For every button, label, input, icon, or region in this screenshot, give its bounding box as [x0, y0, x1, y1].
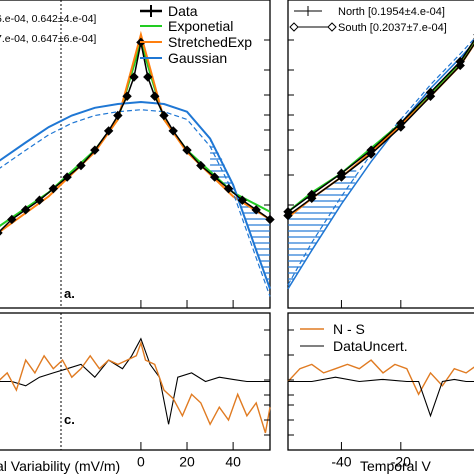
legend-south-label: South [0.2037±7.e-04] — [338, 22, 447, 34]
data-point — [20, 205, 31, 215]
legend-gaussian-label: Gaussian — [168, 50, 227, 66]
data-point — [103, 126, 114, 136]
data-point — [129, 72, 139, 82]
series-line-south — [287, 39, 474, 213]
x-tick-label: 20 — [179, 453, 195, 469]
x-tick-label: 40 — [225, 453, 241, 469]
legend-stretchedexp-label: StretchedExp — [168, 34, 252, 50]
data-point — [0, 230, 3, 236]
data-point — [196, 160, 206, 171]
data-point — [34, 195, 45, 205]
series-line-north — [287, 43, 474, 217]
axis-ticks — [140, 39, 402, 450]
data-point — [209, 172, 220, 182]
panel-c-frame — [0, 312, 271, 451]
data-point — [455, 56, 465, 67]
legend-a: Data Exponetial StretchedExp Gaussian — [140, 3, 252, 66]
data-point — [336, 168, 347, 178]
legend-ns-label: N - S — [333, 321, 365, 337]
data-point — [90, 145, 100, 155]
data-point — [366, 145, 376, 155]
legend-data-label: Data — [168, 3, 198, 19]
legend-south-diamond-right — [327, 22, 337, 32]
data-point — [150, 91, 160, 101]
data-point — [425, 87, 436, 98]
x-tick-label: 0 — [137, 453, 145, 469]
legend-b: North [0.1954±4.e-04] South [0.2037±7.e-… — [289, 6, 447, 34]
panel-c-label: c. — [64, 412, 75, 427]
panel-b-frame — [287, 0, 474, 309]
data-point — [265, 214, 275, 225]
x-tick-label: -20 — [391, 453, 411, 469]
x-tick-labels: 0 20 40 -40 -20 — [137, 453, 411, 469]
legend-south-diamond-left — [289, 22, 299, 32]
series-line-d-0 — [287, 359, 474, 396]
legend-datauncert-label: DataUncert. — [333, 338, 408, 354]
annotation-line-1: 6.e-04, 0.642±4.e-04] — [0, 13, 96, 25]
data-point — [143, 72, 153, 82]
series-line-c-1 — [0, 340, 271, 434]
data-point — [76, 160, 86, 171]
panel-a-label: a. — [64, 286, 75, 301]
data-point — [48, 183, 59, 194]
legend-d: N - S DataUncert. — [300, 321, 408, 354]
series-line-stretchedexp — [0, 30, 271, 233]
series-line-gaussian — [0, 100, 271, 290]
panel-a-frame — [0, 0, 271, 309]
x-axis-label-left: al Variability (mV/m) — [0, 458, 120, 474]
series-line-c-0 — [0, 337, 270, 425]
data-point — [113, 110, 123, 121]
x-tick-label: -40 — [331, 453, 351, 469]
data-point — [182, 145, 192, 155]
data-point — [251, 205, 261, 215]
data-point — [396, 118, 406, 128]
legend-exponetial-label: Exponetial — [168, 18, 233, 34]
data-point — [237, 195, 248, 205]
panel-b-gaussian-line — [287, 41, 474, 290]
data-point — [223, 183, 234, 194]
data-point — [168, 126, 178, 136]
data-point — [283, 207, 293, 217]
data-point — [7, 214, 17, 225]
panel-b-exponential-line — [287, 40, 474, 213]
x-axis-label-right: Temporal V — [360, 458, 431, 474]
legend-north-label: North [0.1954±4.e-04] — [338, 6, 445, 18]
panel-d-plot — [287, 359, 474, 418]
panel-b-plot — [283, 33, 474, 290]
data-point — [62, 172, 72, 182]
series-line-d-1 — [288, 376, 474, 418]
data-point — [159, 110, 169, 121]
series-line-data — [0, 42, 271, 232]
panel-c-plot — [0, 313, 271, 450]
data-point — [122, 91, 132, 101]
annotation-line-2: 7.e-04, 0.647±6.e-04] — [0, 33, 96, 45]
data-point — [307, 189, 317, 200]
